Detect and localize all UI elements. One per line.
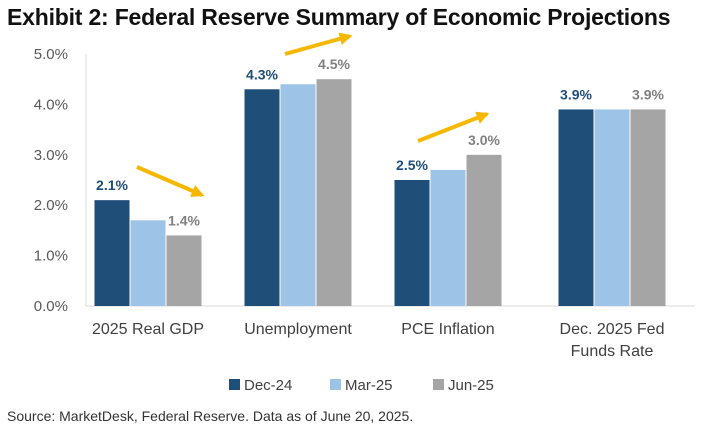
bar-mar-25 xyxy=(594,109,630,306)
x-category-label: 2025 Real GDP xyxy=(92,321,204,338)
bar-jun-25 xyxy=(466,154,502,306)
legend-label: Dec-24 xyxy=(244,377,292,394)
legend-label: Mar-25 xyxy=(345,377,393,394)
x-category-label: Unemployment xyxy=(244,321,352,338)
legend-swatch xyxy=(433,379,444,390)
bar-dec-24 xyxy=(94,200,130,306)
y-tick-label: 0.0% xyxy=(34,298,68,315)
bar-dec-24 xyxy=(244,89,280,306)
bar-dec-24 xyxy=(394,180,430,306)
data-label: 3.0% xyxy=(468,132,500,148)
bar-jun-25 xyxy=(166,235,202,306)
trend-arrow-up xyxy=(284,32,353,56)
chart-title: Exhibit 2: Federal Reserve Summary of Ec… xyxy=(7,4,671,30)
y-tick-label: 2.0% xyxy=(34,197,68,214)
trend-arrow-down xyxy=(136,165,205,197)
bar-chart: 0.0% 1.0% 2.0% 3.0% 4.0% 5.0% 2.1% 1.4% 4.3% 4.5%… xyxy=(34,32,695,394)
y-tick-label: 5.0% xyxy=(34,46,68,63)
bar-jun-25 xyxy=(630,109,666,306)
x-category-label: Funds Rate xyxy=(571,343,654,360)
legend-swatch xyxy=(229,379,240,390)
data-label: 4.5% xyxy=(318,56,350,72)
source-note: Source: MarketDesk, Federal Reserve. Dat… xyxy=(7,408,414,424)
bar-mar-25 xyxy=(430,169,466,306)
legend-label: Jun-25 xyxy=(448,377,494,394)
bar-mar-25 xyxy=(280,84,316,307)
y-tick-label: 1.0% xyxy=(34,248,68,265)
x-category-label: Dec. 2025 Fed xyxy=(560,321,665,338)
data-label: 4.3% xyxy=(246,66,278,82)
data-label: 2.1% xyxy=(96,177,128,193)
y-tick-label: 4.0% xyxy=(34,96,68,113)
x-category-label: PCE Inflation xyxy=(401,321,494,338)
bar-jun-25 xyxy=(316,79,352,306)
data-label: 3.9% xyxy=(632,86,664,102)
trend-arrow-up xyxy=(417,111,490,143)
bar-mar-25 xyxy=(130,220,166,306)
data-label: 2.5% xyxy=(396,157,428,173)
data-label: 1.4% xyxy=(168,212,200,228)
bar-dec-24 xyxy=(558,109,594,306)
data-label: 3.9% xyxy=(560,86,592,102)
y-tick-label: 3.0% xyxy=(34,147,68,164)
legend-swatch xyxy=(330,379,341,390)
